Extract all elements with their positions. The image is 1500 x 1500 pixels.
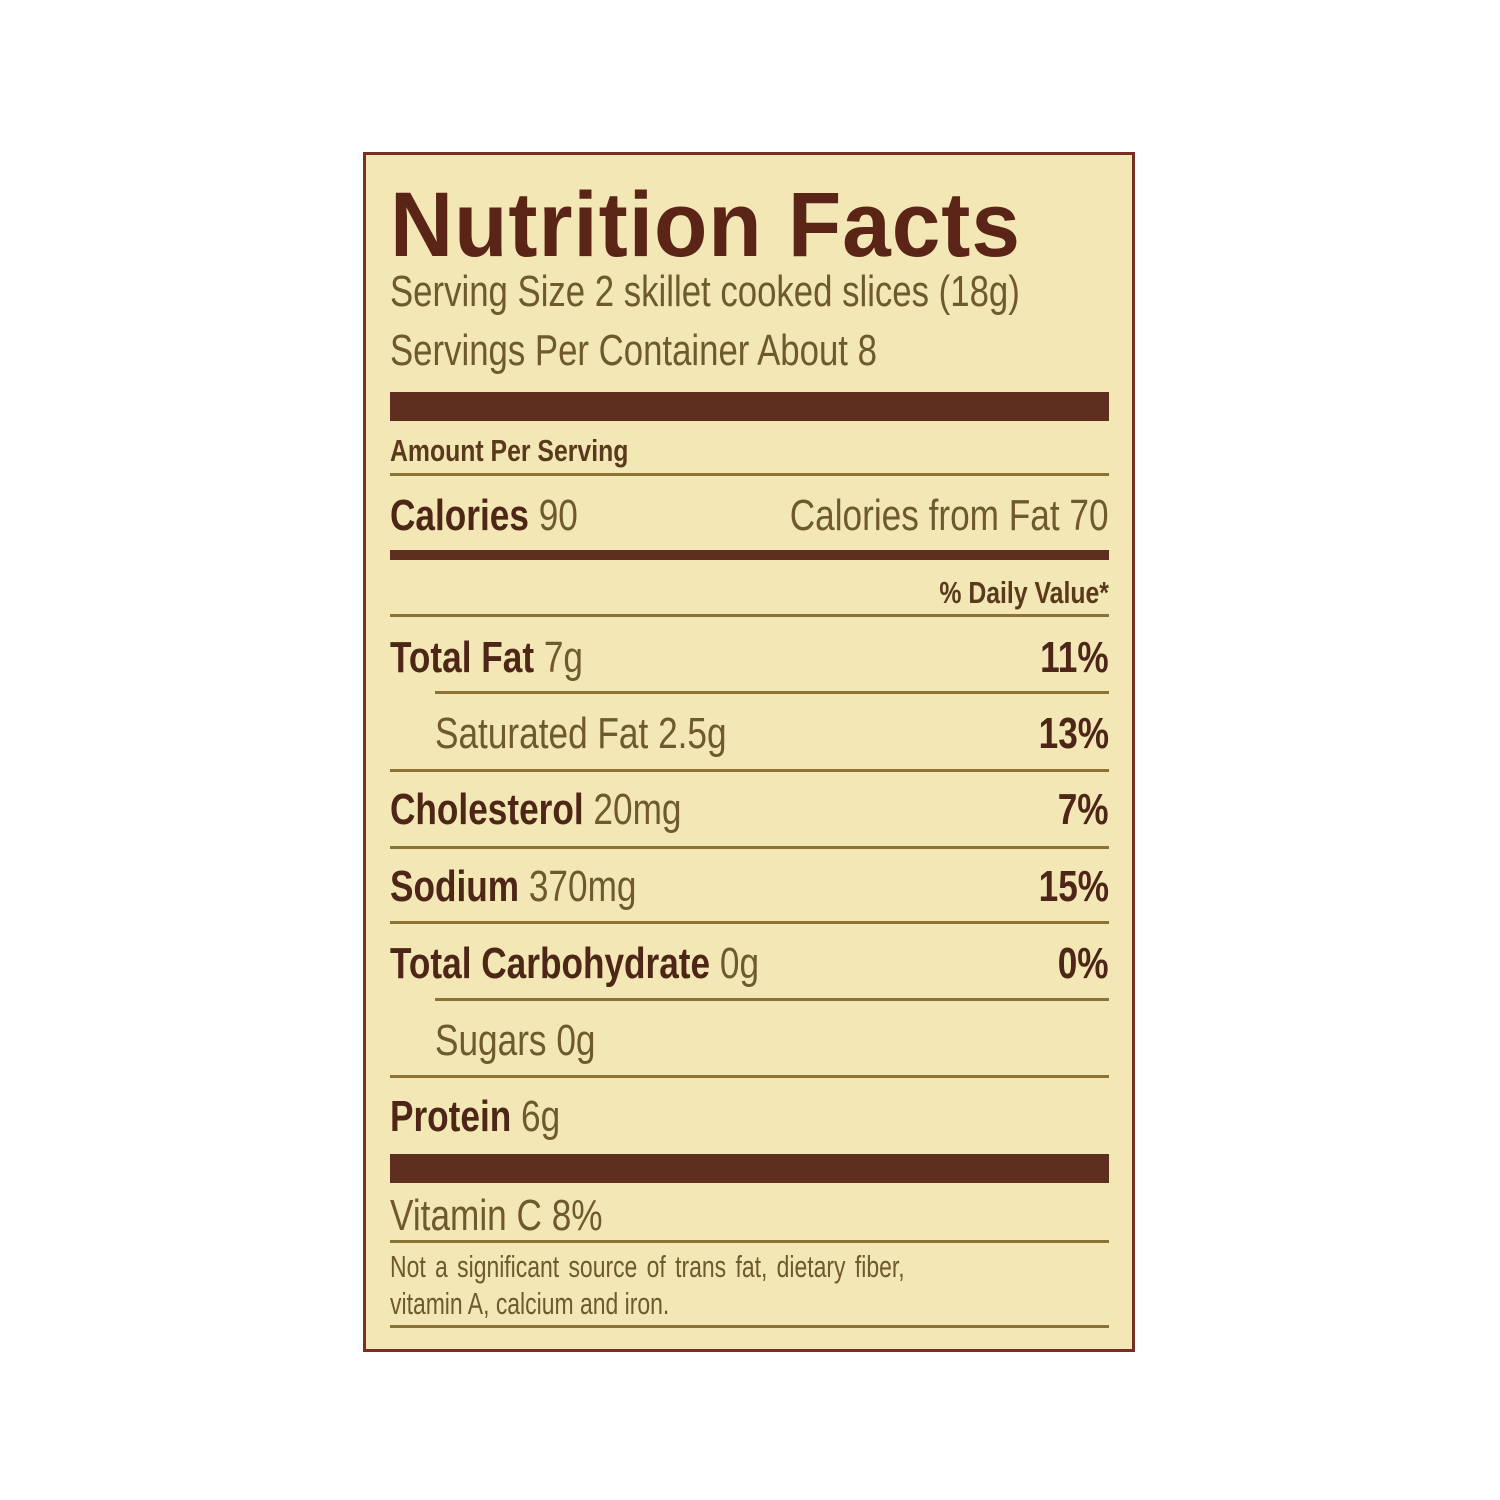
- nutrient-amount: 20mg: [593, 785, 682, 834]
- nutrition-facts-label: Nutrition Facts Serving Size 2 skillet c…: [363, 152, 1135, 1352]
- divider: [390, 1240, 1109, 1243]
- nutrient-label: Sodium: [390, 862, 520, 911]
- nutrient-name: Sugars 0g: [435, 1016, 595, 1066]
- nutrient-amount: 2.5g: [658, 709, 727, 758]
- divider: [390, 846, 1109, 849]
- thick-divider: [390, 1154, 1109, 1183]
- nutrient-name: Sodium 370mg: [390, 862, 636, 912]
- amount-per-serving-row: Amount Per Serving: [390, 426, 1109, 476]
- nutrient-amount: 0g: [719, 939, 760, 988]
- servings-per-container-row: Servings Per Container About 8: [390, 326, 1109, 376]
- nutrient-amount: 370mg: [528, 862, 637, 911]
- divider: [390, 1325, 1109, 1328]
- nutrient-row-total-carbohydrate: Total Carbohydrate 0g 0%: [390, 939, 1109, 989]
- nutrient-name: Saturated Fat 2.5g: [435, 709, 727, 759]
- footnote-line-2: vitamin A, calcium and iron.: [390, 1285, 1109, 1323]
- label-title: Nutrition Facts: [390, 174, 1021, 276]
- amount-per-serving: Amount Per Serving: [390, 433, 629, 468]
- vitamin-c: Vitamin C 8%: [390, 1191, 603, 1240]
- divider: [435, 691, 1109, 694]
- footnote-line-1: Not a significant source of trans fat, d…: [390, 1248, 1109, 1286]
- nutrient-name: Cholesterol 20mg: [390, 785, 681, 835]
- divider: [435, 998, 1109, 1001]
- divider: [390, 769, 1109, 772]
- divider: [390, 921, 1109, 924]
- nutrient-name: Total Fat 7g: [390, 633, 583, 683]
- daily-value-header: % Daily Value*: [939, 575, 1109, 610]
- footnote-text: Not a significant source of trans fat, d…: [390, 1249, 905, 1284]
- medium-divider: [390, 550, 1109, 560]
- nutrient-dv: 11%: [1040, 633, 1109, 682]
- nutrient-row-total-fat: Total Fat 7g 11%: [390, 633, 1109, 683]
- calories-row: Calories 90 Calories from Fat 70: [390, 491, 1109, 541]
- nutrient-dv: 7%: [1058, 785, 1109, 834]
- nutrient-row-sugars: Sugars 0g: [390, 1016, 1109, 1066]
- nutrient-row-saturated-fat: Saturated Fat 2.5g 13%: [390, 709, 1109, 759]
- daily-value-header-row: % Daily Value*: [390, 568, 1109, 618]
- nutrient-dv: 13%: [1038, 709, 1109, 758]
- divider: [390, 614, 1109, 617]
- nutrient-amount: 6g: [521, 1092, 561, 1141]
- nutrient-row-cholesterol: Cholesterol 20mg 7%: [390, 785, 1109, 835]
- nutrient-label: Cholesterol: [390, 785, 584, 834]
- calories-label: Calories: [390, 491, 529, 540]
- calories: Calories 90: [390, 491, 578, 541]
- vitamin-row: Vitamin C 8%: [390, 1191, 1109, 1241]
- divider: [390, 1075, 1109, 1078]
- nutrient-label: Total Fat: [390, 633, 535, 682]
- thick-divider: [390, 392, 1109, 421]
- nutrient-name: Protein 6g: [390, 1092, 560, 1142]
- nutrient-label: Sugars: [435, 1016, 547, 1065]
- nutrient-name: Total Carbohydrate 0g: [390, 939, 759, 989]
- nutrient-dv: 15%: [1038, 862, 1109, 911]
- nutrient-row-sodium: Sodium 370mg 15%: [390, 862, 1109, 912]
- footnote-text: vitamin A, calcium and iron.: [390, 1286, 670, 1321]
- nutrient-label: Saturated Fat: [435, 709, 649, 758]
- calories-from-fat: Calories from Fat 70: [790, 491, 1109, 540]
- nutrient-label: Protein: [390, 1092, 512, 1141]
- calories-value: 90: [538, 491, 578, 540]
- servings-per-container: Servings Per Container About 8: [390, 326, 877, 375]
- serving-size-row: Serving Size 2 skillet cooked slices (18…: [390, 267, 1109, 317]
- nutrient-row-protein: Protein 6g: [390, 1092, 1109, 1142]
- nutrient-amount: 7g: [543, 633, 583, 682]
- divider: [390, 473, 1109, 476]
- nutrient-dv: 0%: [1058, 939, 1109, 988]
- nutrient-amount: 0g: [556, 1016, 596, 1065]
- serving-size: Serving Size 2 skillet cooked slices (18…: [390, 267, 1020, 316]
- nutrient-label: Total Carbohydrate: [390, 939, 711, 988]
